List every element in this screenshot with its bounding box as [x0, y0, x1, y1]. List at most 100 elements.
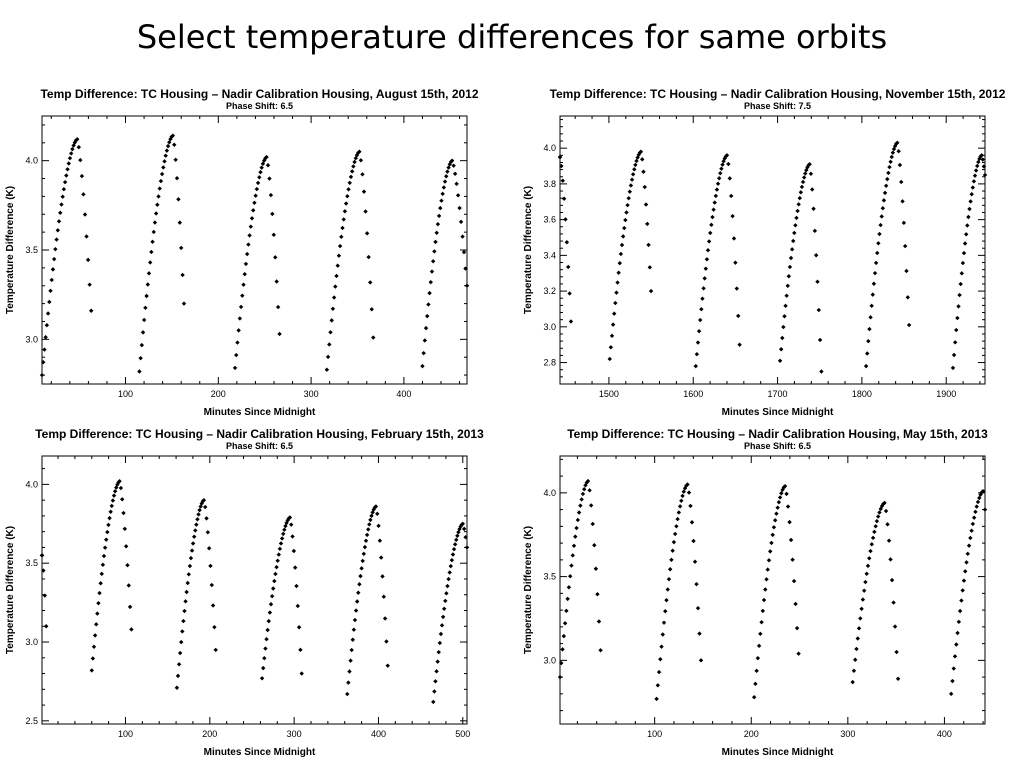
data-point	[67, 155, 73, 161]
data-point	[210, 603, 216, 608]
data-point	[698, 658, 704, 663]
data-point	[864, 571, 869, 576]
data-point	[464, 545, 470, 550]
data-point	[980, 157, 985, 162]
data-point	[106, 522, 111, 528]
data-point	[643, 202, 649, 207]
data-point	[366, 527, 371, 532]
data-point	[883, 183, 889, 189]
data-point	[181, 301, 187, 306]
data-point	[886, 170, 891, 176]
data-point	[358, 573, 363, 579]
data-point	[561, 196, 567, 201]
data-point	[799, 184, 805, 190]
data-point	[778, 347, 784, 352]
data-point	[969, 192, 974, 197]
data-point	[444, 591, 449, 596]
data-point	[697, 631, 702, 636]
data-point	[688, 503, 693, 509]
data-point	[104, 537, 109, 542]
data-point	[979, 153, 984, 158]
data-point	[149, 249, 154, 255]
chart-title: Temp Difference: TC Housing – Nadir Cali…	[35, 427, 484, 441]
data-point	[333, 284, 338, 289]
x-tick-label: 500	[455, 729, 470, 739]
data-point	[367, 280, 373, 285]
data-point	[444, 174, 449, 179]
data-point	[191, 534, 197, 539]
data-point	[782, 314, 787, 319]
data-point	[59, 202, 64, 207]
data-point	[277, 331, 282, 337]
data-point	[800, 179, 806, 185]
x-tick-label: 100	[647, 729, 662, 739]
y-tick-label: 4.0	[543, 143, 556, 153]
data-point	[264, 154, 269, 160]
data-point	[339, 234, 344, 240]
data-point	[900, 199, 905, 204]
data-point	[126, 583, 131, 588]
data-point	[861, 588, 867, 593]
data-point	[562, 621, 568, 626]
data-point	[764, 577, 769, 582]
data-point	[44, 624, 49, 629]
chart-svg: Temp Difference: TC Housing – Nadir Cali…	[523, 87, 1006, 418]
data-point	[157, 186, 162, 191]
data-point	[359, 566, 364, 571]
data-point	[626, 196, 631, 201]
y-axis-label: Temperature Difference (K)	[523, 526, 534, 654]
data-point	[638, 149, 644, 154]
data-point	[855, 636, 860, 641]
data-point	[92, 633, 98, 638]
data-point	[617, 260, 622, 266]
data-point	[797, 195, 802, 201]
data-point	[580, 491, 586, 497]
data-point	[352, 159, 357, 165]
data-point	[865, 351, 870, 356]
data-point	[819, 369, 824, 374]
data-point	[952, 654, 958, 659]
data-point	[646, 242, 651, 248]
data-point	[363, 209, 368, 214]
data-point	[176, 197, 181, 202]
data-point	[560, 647, 565, 652]
data-point	[195, 517, 200, 522]
data-point	[162, 159, 167, 164]
data-point	[375, 511, 380, 516]
data-point	[977, 495, 982, 501]
x-axis-label: Minutes Since Midnight	[722, 407, 834, 418]
data-point	[363, 538, 369, 544]
data-point	[111, 493, 117, 498]
data-point	[656, 669, 662, 675]
data-point	[175, 673, 181, 679]
chart-subtitle: Phase Shift: 6.5	[226, 101, 293, 111]
data-point	[868, 315, 873, 320]
data-point	[867, 556, 872, 561]
data-point	[633, 162, 638, 168]
x-tick-label: 300	[840, 729, 855, 739]
data-point	[367, 522, 372, 527]
data-point	[356, 590, 361, 595]
data-point	[895, 676, 901, 681]
data-point	[568, 319, 574, 324]
data-point	[720, 162, 725, 167]
data-point	[127, 604, 133, 610]
data-point	[959, 598, 964, 603]
data-point	[751, 695, 757, 700]
data-point	[882, 190, 888, 196]
data-point	[255, 180, 261, 186]
data-point	[248, 224, 253, 229]
data-point	[352, 617, 358, 623]
data-point	[798, 190, 804, 195]
data-point	[863, 579, 868, 585]
data-point	[666, 576, 672, 582]
data-point	[452, 542, 458, 547]
data-point	[47, 299, 52, 305]
data-point	[122, 526, 128, 532]
data-point	[886, 538, 892, 543]
data-point	[733, 260, 738, 265]
data-point	[627, 189, 633, 194]
data-point	[727, 176, 732, 181]
x-axis-label: Minutes Since Midnight	[722, 747, 834, 758]
data-point	[263, 646, 268, 651]
